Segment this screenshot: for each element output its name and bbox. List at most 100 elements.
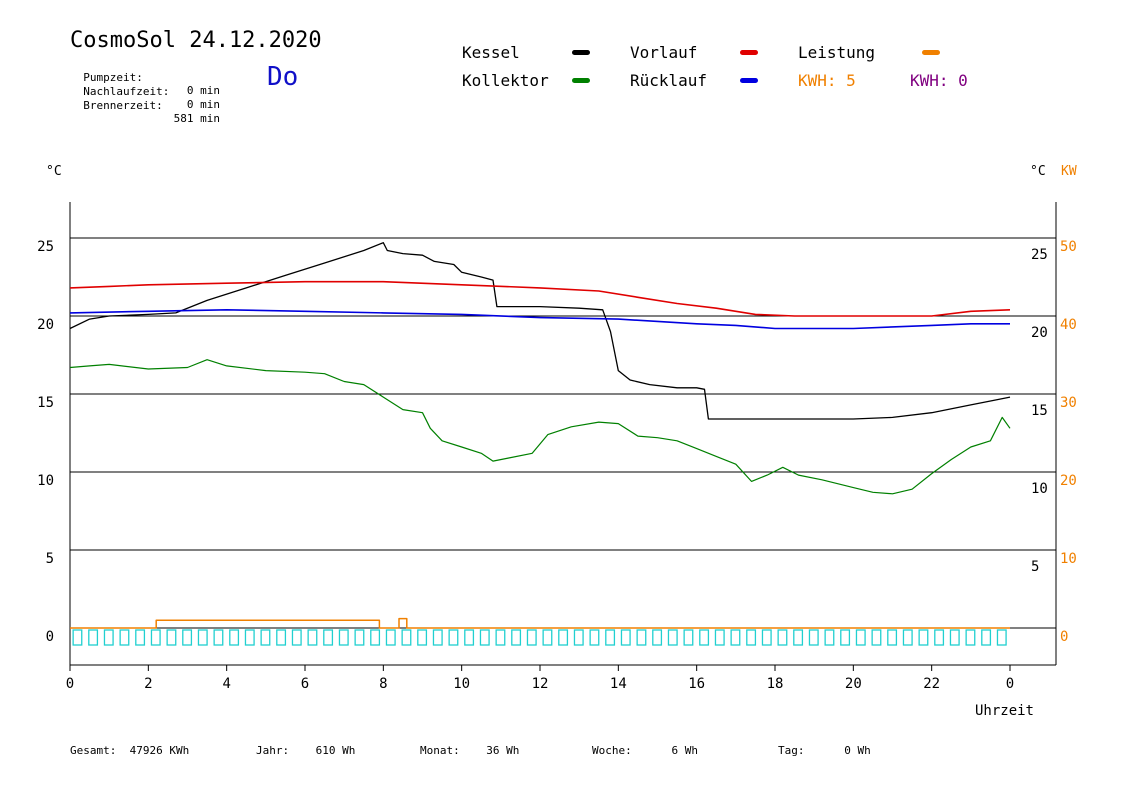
y-left-tick-label: 20 — [37, 317, 54, 333]
y-left-tick-label: 0 — [46, 629, 54, 645]
footer-monat: Monat: 36 Wh — [420, 744, 519, 757]
pump-marker — [417, 629, 428, 646]
x-tick-label: 18 — [767, 676, 784, 692]
stat-value: 581 min — [173, 112, 220, 125]
pump-marker — [965, 629, 976, 646]
pump-marker — [589, 629, 600, 646]
x-tick-label: 12 — [532, 676, 549, 692]
pump-marker — [824, 629, 835, 646]
pump-marker — [793, 629, 804, 646]
pump-marker — [432, 629, 443, 646]
stat-label: Nachlaufzeit: — [83, 85, 170, 98]
chart-labels: 0 2 4 6 8 10 12 14 16 18 20 22 0 Uhrzeit 0 5 10 15 20 25 °C 5… — [37, 164, 1077, 719]
pump-marker — [730, 629, 741, 646]
footer-value: 6 Wh — [671, 744, 699, 757]
stat-pumpzeit: Pumpzeit: 0 min — [70, 58, 220, 97]
pump-marker — [464, 629, 475, 646]
pump-marker — [996, 629, 1007, 646]
x-tick-label: 16 — [688, 676, 705, 692]
footer-label: Woche: — [592, 744, 632, 757]
y-right-kw-tick-label: 40 — [1060, 317, 1077, 333]
pump-marker — [934, 629, 945, 646]
y-right-temp-tick-label: 5 — [1031, 559, 1039, 575]
footer-value: 36 Wh — [486, 744, 520, 757]
stat-nachlaufzeit: Nachlaufzeit: 0 min — [70, 72, 220, 111]
pump-marker — [902, 629, 913, 646]
y-right-temp-tick-label: 20 — [1031, 325, 1048, 341]
footer-jahr: Jahr: 610 Wh — [256, 744, 355, 757]
pump-marker — [840, 629, 851, 646]
temperature-chart: 0 2 4 6 8 10 12 14 16 18 20 22 0 Uhrzeit 0 5 10 15 20 25 °C 5… — [37, 164, 1077, 719]
pump-marker — [72, 629, 83, 646]
footer-label: Tag: — [778, 744, 805, 757]
pump-marker — [291, 629, 302, 646]
legend-kwh-leistung: KWH: 5 — [798, 71, 856, 90]
y-right-kw-tick-label: 50 — [1060, 239, 1077, 255]
x-tick-label: 4 — [222, 676, 230, 692]
legend-kessel-label: Kessel — [462, 43, 520, 62]
footer-value: 0 Wh — [844, 744, 871, 757]
pump-marker — [542, 629, 553, 646]
pump-marker — [197, 629, 208, 646]
pump-marker — [229, 629, 240, 646]
x-tick-label: 6 — [301, 676, 309, 692]
y-right-temp-tick-label: 25 — [1031, 247, 1048, 263]
legend-vorlauf-label: Vorlauf — [630, 43, 698, 62]
stat-brennerzeit: Brennerzeit: 581 min — [70, 86, 220, 125]
pump-marker — [761, 629, 772, 646]
footer-tag: Tag: 0 Wh — [778, 744, 871, 757]
footer-woche: Woche: 6 Wh — [592, 744, 698, 757]
y-right-temp-tick-label: 15 — [1031, 403, 1048, 419]
pump-marker — [260, 629, 271, 646]
legend-leistung-swatch — [922, 50, 940, 55]
pump-marker — [370, 629, 381, 646]
stat-value: 0 min — [186, 84, 220, 97]
y-left-tick-label: 10 — [37, 473, 54, 489]
stat-label: Brennerzeit: — [83, 99, 163, 112]
y-right-kw-tick-label: 10 — [1060, 551, 1077, 567]
footer-value: 610 Wh — [315, 744, 356, 757]
pump-marker — [385, 629, 396, 646]
pump-marker — [777, 629, 788, 646]
legend-vorlauf-swatch — [740, 50, 758, 55]
pump-marker — [636, 629, 647, 646]
y-right-axis-title: °C — [1030, 164, 1046, 179]
pump-marker — [871, 629, 882, 646]
pump-marker — [667, 629, 678, 646]
pump-marker — [855, 629, 866, 646]
pump-marker — [918, 629, 929, 646]
pump-marker — [338, 629, 349, 646]
series-leistung — [70, 617, 1010, 629]
pump-marker — [479, 629, 490, 646]
x-tick-label: 2 — [144, 676, 152, 692]
x-tick-label: 20 — [845, 676, 862, 692]
pump-marker — [276, 629, 287, 646]
y-right-kw-tick-label: 20 — [1060, 473, 1077, 489]
series-vorlauf — [69, 280, 1011, 317]
pump-marker — [573, 629, 584, 646]
pump-marker — [605, 629, 616, 646]
legend-kollektor-label: Kollektor — [462, 71, 549, 90]
pump-marker — [182, 629, 193, 646]
x-tick-label: 14 — [610, 676, 627, 692]
pump-marker — [683, 629, 694, 646]
x-tick-label: 0 — [1006, 676, 1014, 692]
x-tick-label: 0 — [66, 676, 74, 692]
y-left-axis-title: °C — [46, 164, 62, 179]
series-ruecklauf — [69, 309, 1010, 330]
pump-marker — [119, 629, 130, 646]
footer-gesamt: Gesamt: 47926 KWh — [70, 744, 189, 757]
y-right-kw-tick-label: 30 — [1060, 395, 1077, 411]
pump-marker — [526, 629, 537, 646]
pump-marker — [981, 629, 992, 646]
pump-marker — [949, 629, 960, 646]
pump-marker — [88, 629, 99, 646]
pump-marker — [808, 629, 819, 646]
pump-marker — [323, 629, 334, 646]
x-tick-label: 10 — [453, 676, 470, 692]
pump-marker — [354, 629, 365, 646]
pump-activity — [72, 629, 1007, 646]
pump-marker — [699, 629, 710, 646]
x-tick-label: 8 — [379, 676, 387, 692]
footer-value: 47926 KWh — [129, 744, 190, 757]
